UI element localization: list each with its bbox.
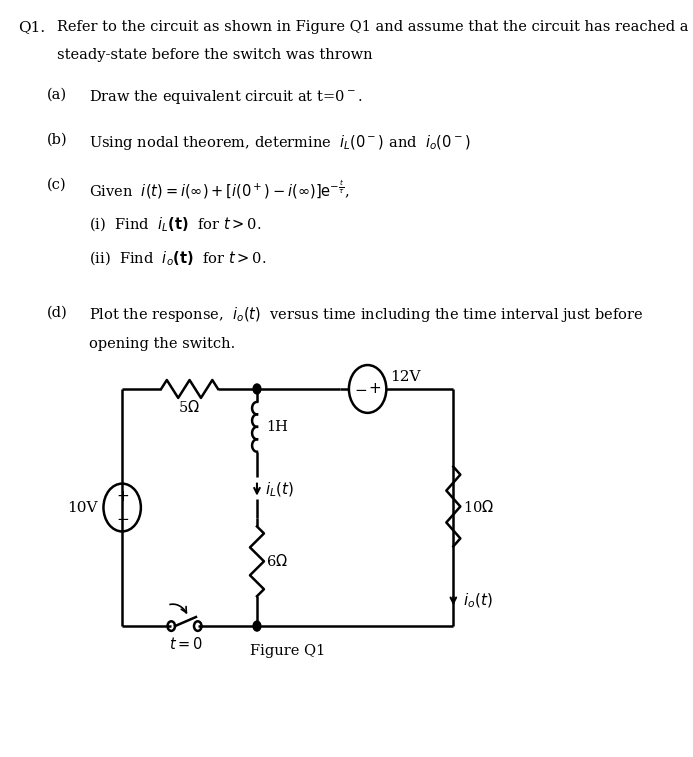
Text: 1H: 1H (266, 420, 288, 434)
Circle shape (253, 384, 261, 394)
Text: 5$\Omega$: 5$\Omega$ (178, 399, 200, 415)
Text: 6$\Omega$: 6$\Omega$ (266, 553, 288, 569)
Text: Draw the equivalent circuit at t=0$^-$.: Draw the equivalent circuit at t=0$^-$. (89, 88, 362, 106)
Text: Using nodal theorem, determine  $i_L(0^-)$ and  $i_o(0^-)$: Using nodal theorem, determine $i_L(0^-)… (89, 133, 470, 152)
Text: (a): (a) (46, 88, 67, 102)
Text: Figure Q1: Figure Q1 (250, 644, 326, 658)
Text: (i)  Find  $i_L\mathbf{(t)}$  for $t$$>$0.: (i) Find $i_L\mathbf{(t)}$ for $t$$>$0. (89, 216, 261, 234)
Text: $+$: $+$ (368, 382, 381, 396)
Text: $-$: $-$ (354, 382, 367, 396)
Text: (d): (d) (46, 305, 67, 319)
Text: opening the switch.: opening the switch. (89, 337, 235, 351)
Text: Refer to the circuit as shown in Figure Q1 and assume that the circuit has reach: Refer to the circuit as shown in Figure … (58, 20, 689, 34)
Text: Plot the response,  $i_o(t)$  versus time including the time interval just befor: Plot the response, $i_o(t)$ versus time … (89, 305, 643, 324)
Text: 10$\Omega$: 10$\Omega$ (463, 499, 494, 515)
Text: 12V: 12V (390, 370, 421, 384)
Circle shape (253, 621, 261, 631)
Text: $i_o(t)$: $i_o(t)$ (463, 592, 493, 610)
Text: $t = 0$: $t = 0$ (169, 636, 203, 652)
Text: steady-state before the switch was thrown: steady-state before the switch was throw… (58, 48, 373, 62)
Text: $+$: $+$ (116, 490, 129, 503)
Text: (c): (c) (46, 178, 67, 192)
Text: $-$: $-$ (116, 512, 129, 525)
Text: (b): (b) (46, 133, 67, 147)
Text: Q1.: Q1. (19, 20, 46, 34)
Text: (ii)  Find  $i_o\mathbf{(t)}$  for $t$$>$0.: (ii) Find $i_o\mathbf{(t)}$ for $t$$>$0. (89, 250, 266, 268)
Text: Given  $i(t)=i(\infty)+[i(0^+)-i(\infty)]\mathrm{e}^{-\frac{t}{\tau}}$,: Given $i(t)=i(\infty)+[i(0^+)-i(\infty)]… (89, 178, 349, 201)
Text: 10V: 10V (67, 500, 97, 515)
Text: $i_L(t)$: $i_L(t)$ (265, 481, 294, 499)
